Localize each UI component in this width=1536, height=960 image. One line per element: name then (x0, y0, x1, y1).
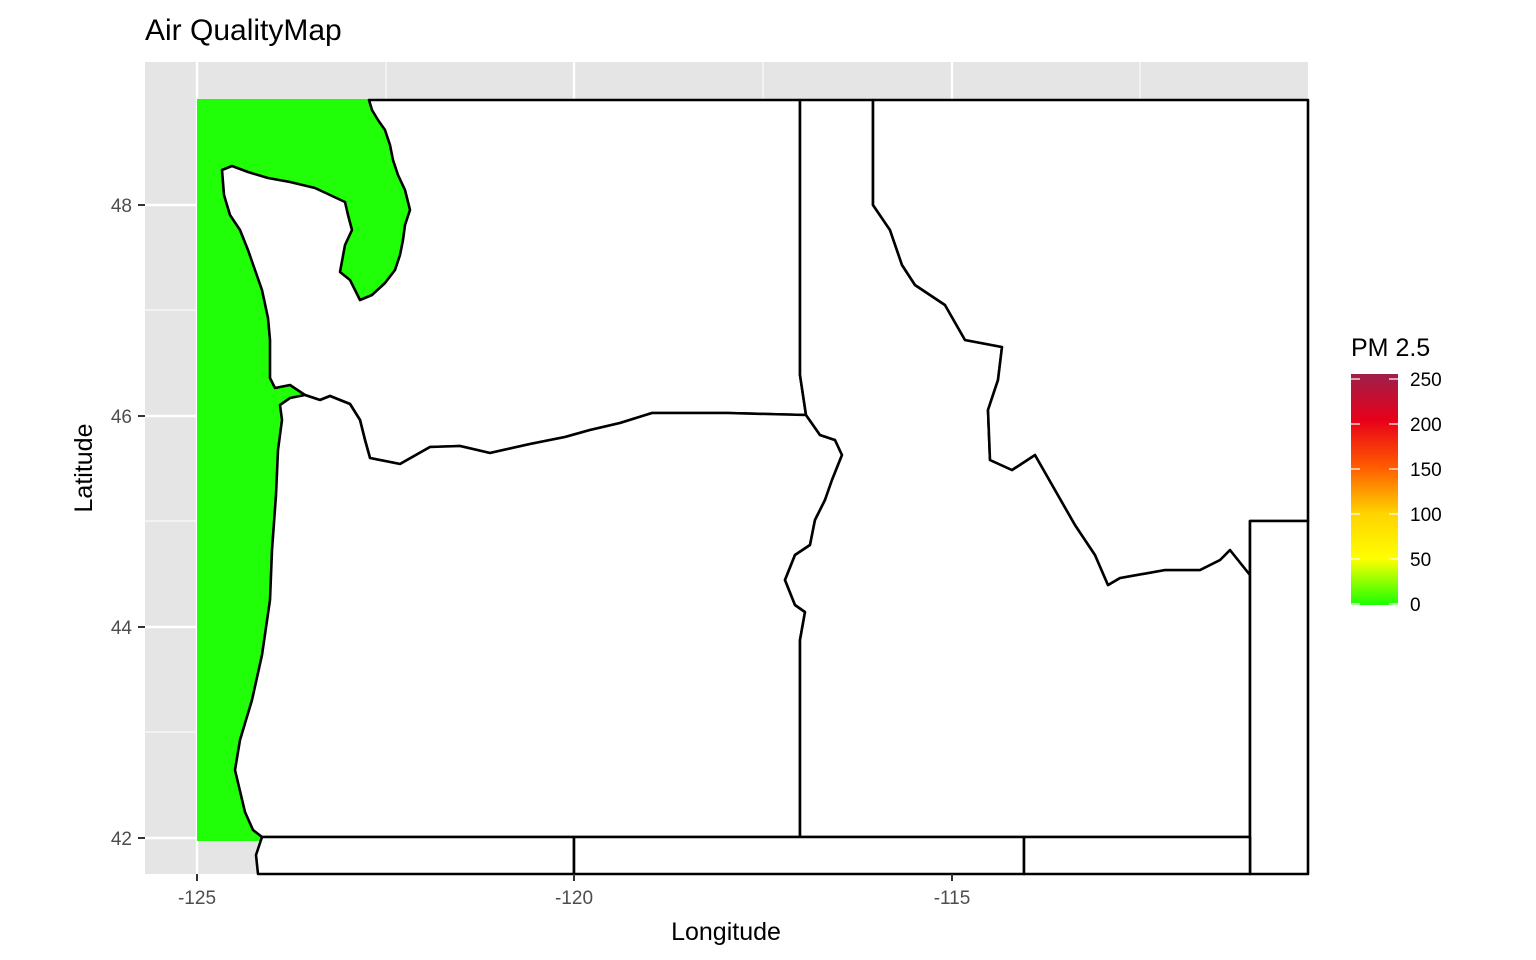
y-tick-label: 46 (111, 407, 132, 428)
montana-region (871, 98, 1310, 587)
legend-label: 150 (1410, 460, 1442, 481)
nevada-region (572, 835, 1026, 876)
legend-label: 50 (1410, 550, 1431, 571)
oregon-region (233, 393, 844, 839)
legend: PM 2.5 250 200 150 100 50 0 (1351, 334, 1442, 616)
wyoming-region (1248, 519, 1310, 876)
utah-region (1022, 835, 1252, 876)
x-tick-label: -120 (555, 888, 593, 909)
legend-title: PM 2.5 (1351, 334, 1430, 362)
legend-colorbar (1351, 374, 1398, 605)
y-tick-label: 48 (111, 196, 132, 217)
axis-ticks (138, 204, 953, 881)
x-tick-label: -125 (178, 888, 216, 909)
y-axis-title: Latitude (70, 424, 98, 513)
legend-label: 0 (1410, 595, 1421, 616)
california-region (254, 835, 576, 876)
legend-ticks (1351, 378, 1398, 605)
x-tick-label: -115 (934, 888, 971, 909)
legend-label: 250 (1410, 370, 1442, 391)
y-tick-label: 44 (111, 618, 133, 639)
legend-label: 100 (1410, 505, 1442, 526)
x-axis-title: Longitude (671, 918, 781, 946)
plot-title: Air QualityMap (145, 14, 342, 47)
y-tick-label: 42 (111, 829, 132, 850)
legend-label: 200 (1410, 415, 1442, 436)
